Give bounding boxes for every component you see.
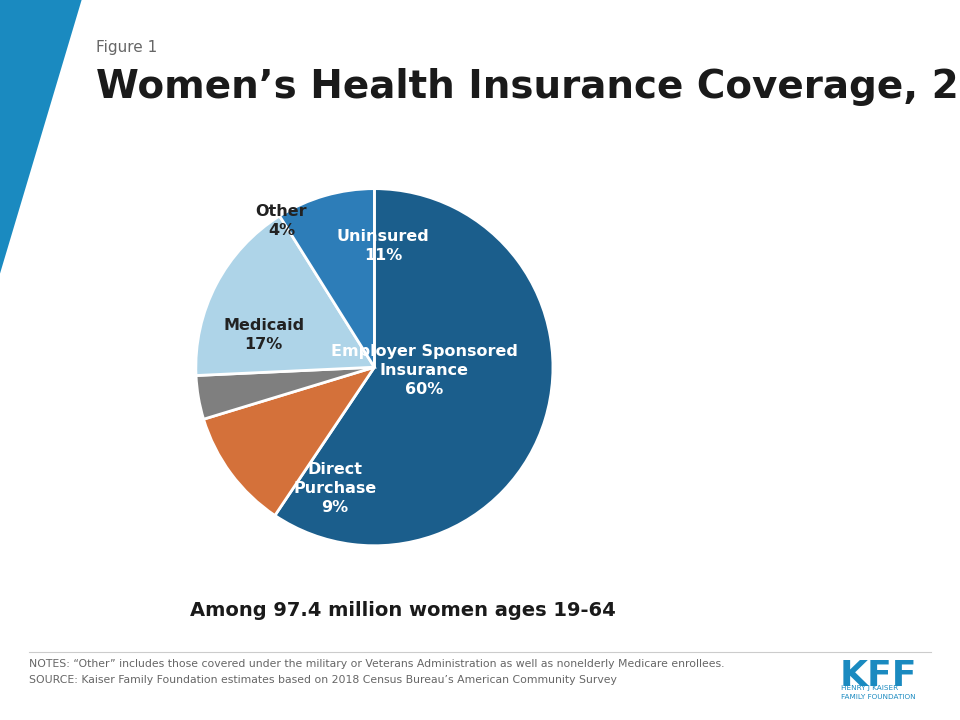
Wedge shape xyxy=(196,216,374,376)
Wedge shape xyxy=(275,189,553,546)
Text: Figure 1: Figure 1 xyxy=(96,40,157,55)
Text: Employer Sponsored
Insurance
60%: Employer Sponsored Insurance 60% xyxy=(331,344,517,397)
Text: Other
4%: Other 4% xyxy=(255,204,307,238)
Text: KFF: KFF xyxy=(840,659,918,693)
Wedge shape xyxy=(279,189,374,367)
Text: Medicaid
17%: Medicaid 17% xyxy=(223,318,304,352)
Text: HENRY J KAISER
FAMILY FOUNDATION: HENRY J KAISER FAMILY FOUNDATION xyxy=(841,685,916,700)
Text: Direct
Purchase
9%: Direct Purchase 9% xyxy=(294,462,376,516)
Text: Among 97.4 million women ages 19-64: Among 97.4 million women ages 19-64 xyxy=(190,601,616,620)
Text: Uninsured
11%: Uninsured 11% xyxy=(337,229,430,263)
Wedge shape xyxy=(196,367,374,419)
Text: Women’s Health Insurance Coverage, 2017: Women’s Health Insurance Coverage, 2017 xyxy=(96,68,960,107)
Text: SOURCE: Kaiser Family Foundation estimates based on 2018 Census Bureau’s America: SOURCE: Kaiser Family Foundation estimat… xyxy=(29,675,616,685)
Text: NOTES: “Other” includes those covered under the military or Veterans Administrat: NOTES: “Other” includes those covered un… xyxy=(29,659,724,669)
Wedge shape xyxy=(204,367,374,516)
